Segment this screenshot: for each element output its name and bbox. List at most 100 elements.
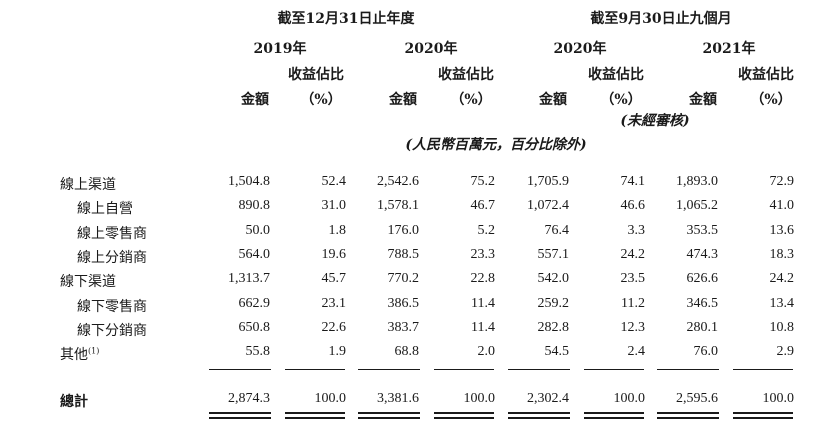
- share-header-line1: 收益佔比: [438, 67, 494, 83]
- cell-2019-share: 31.0: [321, 198, 347, 214]
- row-label: 其他(1): [60, 344, 99, 364]
- cell-2020-9m-amount: 76.4: [544, 222, 570, 238]
- cell-2021-9m-share: 24.2: [769, 271, 795, 287]
- row-label-text: 線下分銷商: [77, 322, 147, 339]
- share-header-line2: （%）: [600, 92, 642, 108]
- cell-2021-9m-amount: 346.5: [686, 295, 719, 311]
- total-double-rule: [733, 417, 793, 419]
- total-double-rule: [657, 417, 719, 419]
- row-label-text: 線下渠道: [60, 274, 116, 291]
- cell-2019-share: 1.9: [328, 344, 347, 360]
- footnote-marker: (1): [88, 346, 100, 356]
- cell-2021-9m-amount: 280.1: [686, 319, 719, 335]
- total-label: 總計: [60, 394, 88, 410]
- cell-2019-amount: 650.8: [238, 319, 271, 335]
- total-2019-share: 100.0: [314, 391, 347, 406]
- total-double-rule: [358, 412, 420, 414]
- cell-2019-share: 45.7: [321, 271, 347, 287]
- total-double-rule: [733, 412, 793, 414]
- cell-2021-9m-amount: 626.6: [686, 271, 719, 287]
- cell-2021-9m-amount: 1,893.0: [676, 174, 718, 189]
- subtotal-rule: [584, 369, 644, 370]
- row-label-text: 線上渠道: [60, 177, 116, 193]
- cell-2020-9m-share: 46.6: [620, 198, 646, 214]
- cell-2020-share: 11.4: [471, 319, 495, 335]
- cell-2021-9m-share: 41.0: [769, 198, 795, 214]
- total-double-rule: [508, 412, 570, 414]
- cell-2019-amount: 564.0: [238, 246, 271, 262]
- cell-2019-amount: 662.9: [238, 295, 271, 311]
- subtotal-rule: [657, 369, 719, 370]
- cell-2019-share: 52.4: [321, 174, 347, 189]
- row-label: 線下渠道: [60, 271, 116, 291]
- cell-2019-amount: 1,313.7: [228, 271, 270, 287]
- total-2021-9m-amount: 2,595.6: [676, 391, 718, 406]
- cell-2020-9m-share: 11.2: [621, 295, 645, 311]
- cell-2020-amount: 2,542.6: [377, 174, 419, 189]
- cell-2021-9m-share: 13.4: [769, 295, 795, 311]
- amount-header: 金額: [689, 92, 717, 108]
- row-label: 線上分銷商: [77, 247, 147, 267]
- share-header-line1: 收益佔比: [588, 67, 644, 83]
- cell-2021-9m-amount: 1,065.2: [676, 198, 718, 214]
- cell-2019-amount: 1,504.8: [228, 174, 270, 189]
- year-label-2021: 2021年: [702, 41, 756, 57]
- cell-2020-amount: 68.8: [394, 344, 420, 360]
- subtotal-rule: [508, 369, 570, 370]
- cell-2020-9m-share: 12.3: [620, 319, 646, 335]
- total-double-rule: [358, 417, 420, 419]
- row-label-text: 線上零售商: [77, 225, 147, 242]
- total-double-rule: [285, 417, 345, 419]
- cell-2020-9m-share: 3.3: [627, 222, 646, 238]
- amount-header: 金額: [539, 92, 567, 108]
- total-2021-9m-share: 100.0: [762, 391, 795, 406]
- unit-note: (人民幣百萬元，百分比除外): [405, 137, 587, 153]
- total-2020-amount: 3,381.6: [377, 391, 419, 406]
- row-label-text: 其他: [60, 347, 88, 364]
- total-2020-9m-share: 100.0: [613, 391, 646, 406]
- total-double-rule: [434, 417, 494, 419]
- cell-2020-share: 46.7: [470, 198, 496, 214]
- share-header-line2: （%）: [750, 92, 792, 108]
- amount-header: 金額: [241, 92, 269, 108]
- cell-2021-9m-amount: 353.5: [686, 222, 719, 238]
- cell-2021-9m-share: 2.9: [776, 344, 795, 360]
- cell-2020-9m-share: 2.4: [627, 344, 646, 360]
- cell-2020-share: 75.2: [470, 174, 496, 189]
- cell-2019-amount: 55.8: [245, 344, 271, 360]
- cell-2020-amount: 383.7: [387, 319, 420, 335]
- cell-2020-9m-share: 24.2: [620, 246, 646, 262]
- year-label-2019: 2019年: [253, 41, 307, 57]
- cell-2019-share: 19.6: [321, 246, 347, 262]
- cell-2020-amount: 386.5: [387, 295, 420, 311]
- group-title-nine-months: 截至9月30日止九個月: [590, 11, 732, 27]
- row-label: 線上自營: [77, 198, 133, 218]
- cell-2021-9m-share: 10.8: [769, 319, 795, 335]
- cell-2019-amount: 50.0: [245, 222, 271, 238]
- subtotal-rule: [209, 369, 271, 370]
- subtotal-rule: [358, 369, 420, 370]
- unaudited-note: (未經審核): [620, 113, 690, 129]
- cell-2020-9m-amount: 542.0: [537, 271, 570, 287]
- row-label: 線上渠道: [60, 174, 116, 194]
- cell-2020-share: 23.3: [470, 246, 496, 262]
- cell-2020-9m-amount: 54.5: [544, 344, 570, 360]
- cell-2020-share: 2.0: [477, 344, 496, 360]
- total-2019-amount: 2,874.3: [228, 391, 270, 406]
- year-label-2020-nine-months: 2020年: [553, 41, 607, 57]
- cell-2019-share: 23.1: [321, 295, 347, 311]
- row-label: 線下分銷商: [77, 320, 147, 340]
- cell-2020-9m-share: 74.1: [620, 174, 646, 189]
- cell-2019-share: 1.8: [328, 222, 347, 238]
- cell-2020-amount: 176.0: [387, 222, 420, 238]
- row-label-text: 線下零售商: [77, 298, 147, 315]
- cell-2020-share: 22.8: [470, 271, 496, 287]
- row-label-text: 線上分銷商: [77, 249, 147, 266]
- total-double-rule: [508, 417, 570, 419]
- row-label-text: 線上自營: [77, 201, 133, 218]
- cell-2021-9m-share: 13.6: [769, 222, 795, 238]
- total-double-rule: [209, 417, 271, 419]
- cell-2020-amount: 1,578.1: [377, 198, 419, 214]
- cell-2021-9m-share: 18.3: [769, 246, 795, 262]
- subtotal-rule: [434, 369, 494, 370]
